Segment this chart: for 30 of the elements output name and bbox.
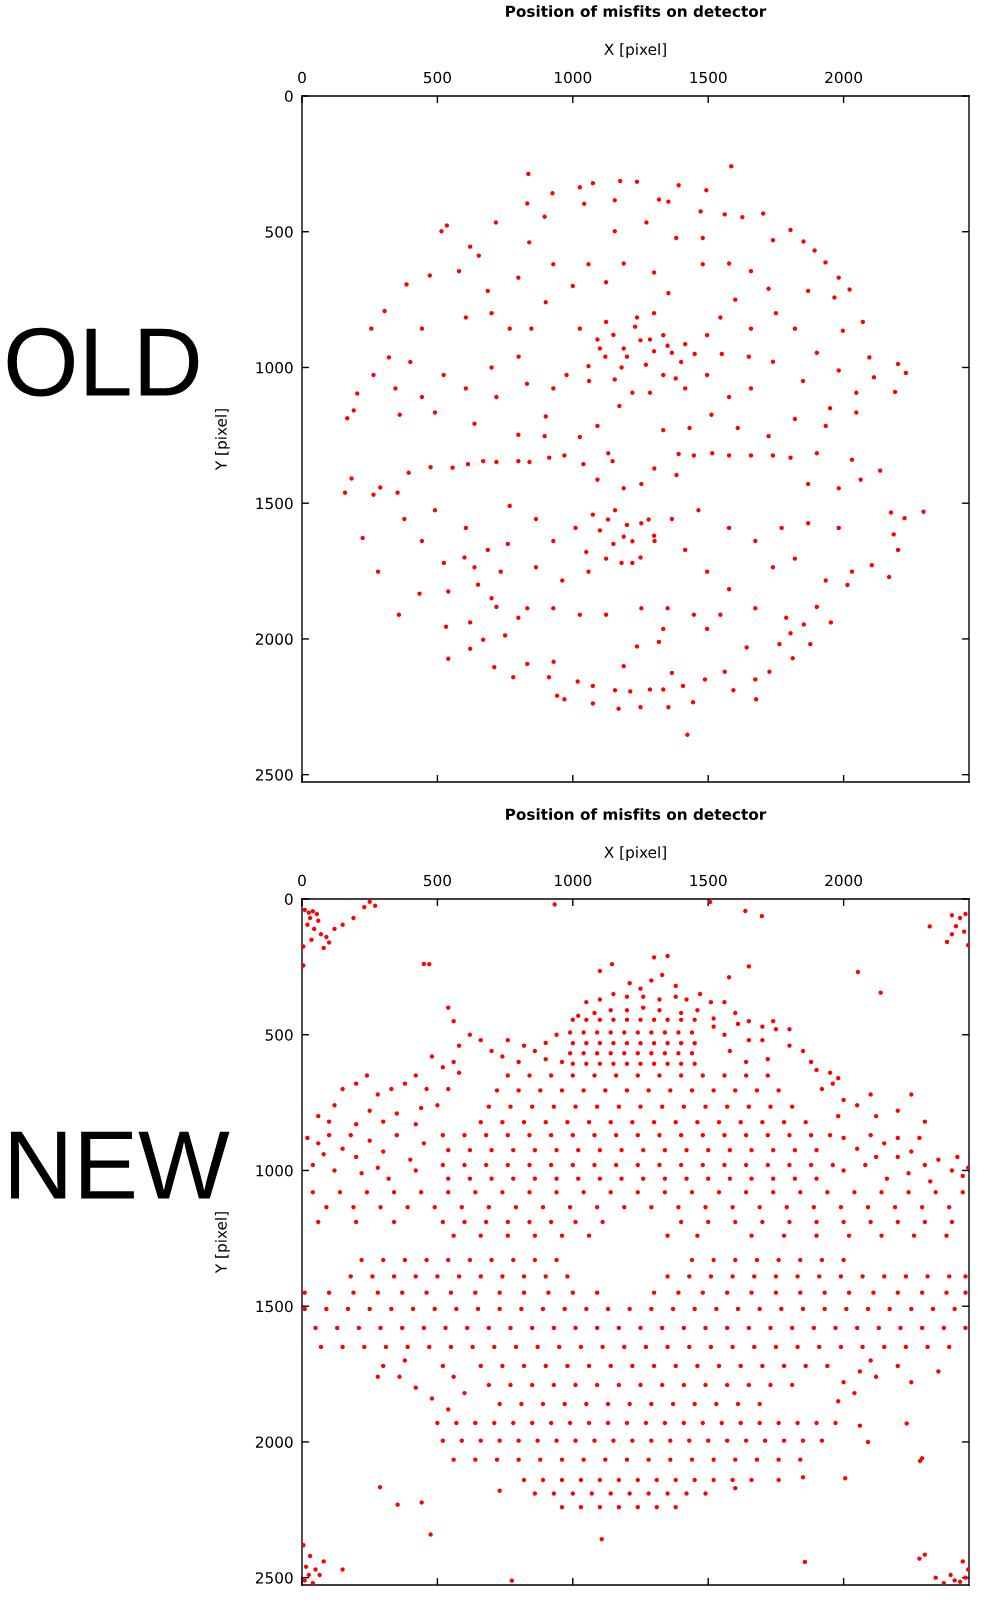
x-axis-title: X [pixel] [604, 43, 666, 58]
y-tick-label: 2500 [255, 769, 293, 781]
text: NEW [10, 1131, 230, 1199]
x-tick-label: 500 [424, 874, 451, 887]
chart-title: Position of misfits on detector [506, 808, 767, 821]
x-tick-label: 0 [298, 874, 306, 887]
x-tick-label: 500 [424, 71, 451, 84]
y-tick-label: 1000 [256, 1164, 293, 1177]
y-tick-label: 2500 [255, 1572, 293, 1584]
x-tick-label: 1000 [555, 71, 592, 84]
y-tick-label: 500 [265, 1029, 293, 1041]
y-tick-label: 1500 [256, 1300, 293, 1313]
y-tick-label: 2000 [255, 633, 293, 645]
chart-title: Position of misfits on detector [506, 5, 767, 18]
y-tick-label: 0 [284, 893, 293, 906]
y-tick-label: 1000 [256, 361, 293, 374]
x-tick-label: 0 [298, 71, 306, 84]
x-axis-title: X [pixel] [604, 846, 666, 861]
x-tick-label: 1000 [555, 874, 592, 887]
x-tick-label: 2000 [825, 874, 863, 887]
y-tick-label: 2000 [255, 1436, 293, 1448]
x-tick-label: 1500 [690, 71, 727, 84]
text: OLD [7, 327, 199, 397]
x-tick-label: 1500 [690, 874, 727, 887]
y-axis-title: Y [pixel] [215, 1212, 230, 1274]
y-tick-label: 0 [284, 90, 293, 103]
y-axis-title: Y [pixel] [215, 409, 230, 471]
x-tick-label: 2000 [825, 71, 863, 84]
y-tick-label: 500 [265, 226, 293, 238]
y-tick-label: 1500 [256, 497, 293, 510]
